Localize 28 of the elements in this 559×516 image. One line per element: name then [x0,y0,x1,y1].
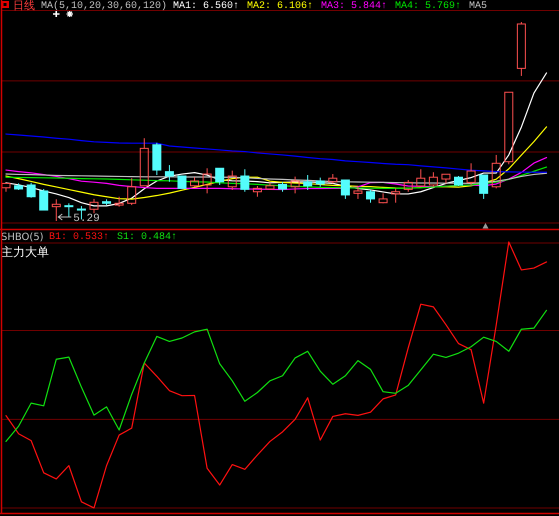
candlestick [39,188,48,211]
annotation: 主力大单 [1,245,49,259]
candlestick [378,192,388,204]
text: S1: 0.484↑ [117,232,178,243]
candlestick [64,202,74,218]
candlestick [177,174,186,190]
text: B1: 0.533↑ [49,232,110,243]
candlestick [340,180,350,200]
candlestick [316,177,325,188]
candlestick [52,198,61,222]
candlestick [454,176,464,186]
candlestick [240,168,250,192]
text: MA5 [469,1,488,12]
candlestick [164,164,174,182]
text: MA2: 6.106↑ [247,1,314,12]
chart-title: SHBO(5) [1,232,44,243]
candlestick [278,181,288,192]
annotation: 5.29 [73,213,100,225]
text: MA3: 5.844↑ [321,1,388,12]
chart-subtitle: MA(5,10,20,30,60,120) [41,0,168,12]
candlestick [479,174,488,200]
candlestick [303,174,312,190]
candlestick [215,168,224,186]
candlestick [366,189,376,204]
text: MA1: 6.560↑ [173,1,240,12]
chart-title: 日线 [13,0,35,12]
text: MA4: 5.769↑ [395,1,462,12]
candlestick [26,182,36,198]
